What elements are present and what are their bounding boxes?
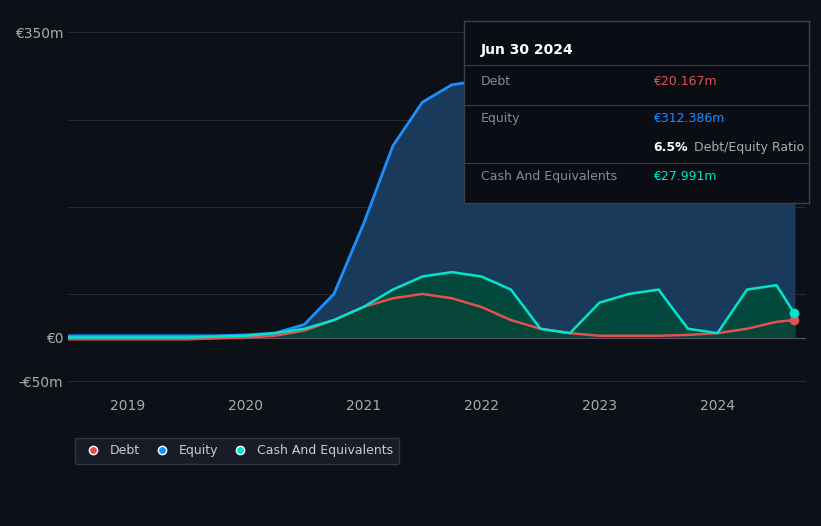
Legend: Debt, Equity, Cash And Equivalents: Debt, Equity, Cash And Equivalents <box>75 438 399 464</box>
Text: Debt/Equity Ratio: Debt/Equity Ratio <box>690 141 804 154</box>
Text: Debt: Debt <box>481 75 511 88</box>
Text: €312.386m: €312.386m <box>654 112 725 125</box>
Text: 6.5%: 6.5% <box>654 141 688 154</box>
Text: €20.167m: €20.167m <box>654 75 717 88</box>
Text: Equity: Equity <box>481 112 521 125</box>
Text: Cash And Equivalents: Cash And Equivalents <box>481 170 617 183</box>
Text: Jun 30 2024: Jun 30 2024 <box>481 43 574 57</box>
Text: €27.991m: €27.991m <box>654 170 717 183</box>
